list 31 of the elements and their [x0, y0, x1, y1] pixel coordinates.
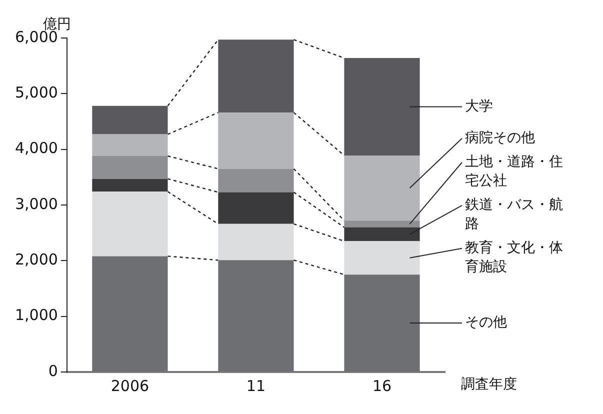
y-tick-label: 1,000 [14, 306, 58, 324]
x-tick-label: 2006 [110, 376, 150, 395]
y-tick-label: 5,000 [14, 84, 58, 102]
bar [92, 134, 168, 156]
bar [344, 58, 420, 156]
bar [92, 192, 168, 256]
text: 病院その他 [465, 130, 535, 146]
bar [344, 155, 420, 221]
x-axis-title: 調査年度 [461, 376, 517, 393]
bar [218, 40, 294, 113]
text: 土地・道路・住宅公社 [465, 154, 563, 190]
bar [218, 224, 294, 260]
y-tick-label: 2,000 [14, 250, 58, 269]
text: 鉄道・バス・航路 [465, 197, 563, 232]
text: その他 [465, 314, 507, 331]
x-tick-label: 11 [246, 376, 266, 395]
x-tick-label: 16 [372, 376, 392, 395]
text: 教育・文化・体育施設 [465, 239, 563, 276]
bar [92, 178, 168, 192]
bar [344, 241, 420, 275]
text: 大学 [465, 98, 493, 114]
bar [92, 106, 168, 134]
bar [218, 112, 294, 169]
y-tick-label: 3,000 [14, 194, 58, 213]
bar [344, 227, 420, 242]
bar [92, 156, 168, 179]
bar [218, 192, 294, 224]
y-tick-label: 4,000 [14, 139, 58, 158]
bar [344, 220, 420, 228]
y-tick-label: 0 [48, 362, 58, 380]
bar [218, 168, 294, 192]
